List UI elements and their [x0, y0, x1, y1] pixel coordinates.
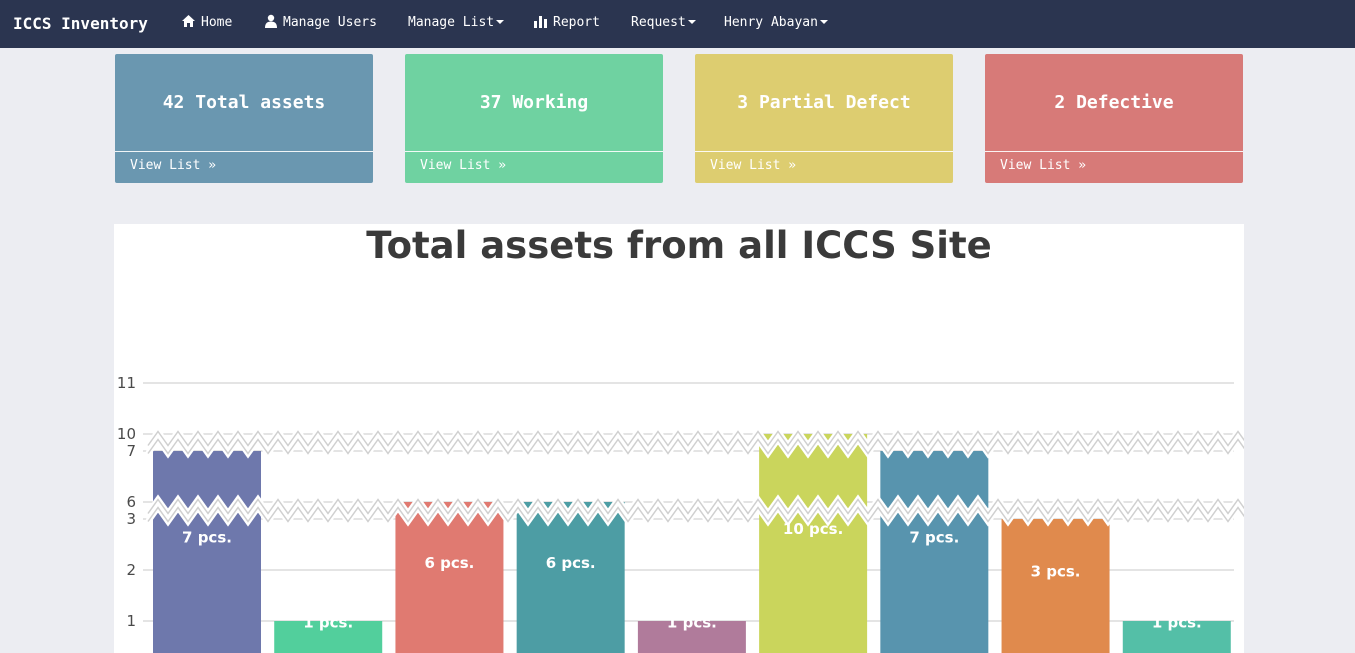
- chart-bar[interactable]: [395, 502, 504, 653]
- y-tick-label: 7: [126, 442, 136, 460]
- nav-report-label: Report: [553, 15, 600, 30]
- card-divider: [985, 151, 1243, 152]
- bar-data-label: 1 pcs.: [1152, 614, 1202, 632]
- card-defective: 2 Defective View List »: [985, 54, 1243, 183]
- y-tick-label: 2: [126, 561, 136, 579]
- home-icon: [182, 15, 195, 27]
- bar-data-label: 1 pcs.: [303, 614, 353, 632]
- card-working-view-list-link[interactable]: View List »: [420, 158, 507, 173]
- nav-manage-list-dropdown[interactable]: Manage List: [408, 0, 505, 46]
- card-working: 37 Working View List »: [405, 54, 663, 183]
- nav-request-label: Request: [631, 15, 686, 30]
- nav-manage-list-label: Manage List: [408, 15, 495, 30]
- caret-down-icon: [496, 20, 505, 24]
- card-divider: [695, 151, 953, 152]
- nav-report[interactable]: Report: [533, 0, 600, 46]
- card-partial-defect-title: 3 Partial Defect: [737, 92, 911, 113]
- nav-user-name: Henry Abayan: [724, 15, 818, 30]
- bar-data-label: 6 pcs.: [546, 554, 596, 572]
- chart-bar[interactable]: [274, 621, 383, 653]
- nav-home[interactable]: Home: [181, 0, 232, 46]
- card-total-assets-title: 42 Total assets: [162, 92, 326, 113]
- nav-manage-users-label: Manage Users: [283, 15, 377, 30]
- chart-bar[interactable]: [516, 502, 625, 653]
- card-working-title: 37 Working: [479, 92, 589, 113]
- bar-data-label: 7 pcs.: [182, 529, 232, 547]
- nav-request-dropdown[interactable]: Request: [631, 0, 696, 46]
- card-total-assets: 42 Total assets View List »: [115, 54, 373, 183]
- card-defective-view-list-link[interactable]: View List »: [1000, 158, 1087, 173]
- nav-user-menu-dropdown[interactable]: Henry Abayan: [724, 0, 828, 46]
- bar-data-label: 3 pcs.: [1031, 563, 1081, 581]
- y-tick-label: 6: [126, 493, 136, 511]
- axis-break-edge: [147, 498, 1244, 515]
- assets-bar-chart: 1 2 3 6 7 10 11 7 pcs. 1 pcs. 6 pcs. 6 pcs. 1 pcs. 1…: [114, 224, 1244, 653]
- card-total-assets-view-list-link[interactable]: View List »: [130, 158, 217, 173]
- y-tick-label: 11: [117, 374, 136, 392]
- chart-bar[interactable]: [637, 621, 746, 653]
- axis-break-edge: [147, 506, 1244, 523]
- caret-down-icon: [819, 20, 828, 24]
- chart-bar[interactable]: [759, 434, 868, 653]
- bar-data-label: 6 pcs.: [424, 554, 474, 572]
- caret-down-icon: [687, 20, 696, 24]
- bar-chart-icon: [534, 16, 547, 28]
- chart-bar[interactable]: [153, 451, 261, 653]
- user-icon: [265, 14, 277, 28]
- card-divider: [405, 151, 663, 152]
- y-tick-label: 3: [126, 510, 136, 528]
- bar-data-label: 7 pcs.: [909, 529, 959, 547]
- brand-logo[interactable]: ICCS Inventory: [13, 14, 148, 33]
- nav-home-label: Home: [201, 15, 233, 30]
- y-tick-label: 10: [117, 425, 136, 443]
- chart-bar[interactable]: [1122, 621, 1231, 653]
- top-navbar: ICCS Inventory Home Manage Users Manage …: [0, 0, 1355, 48]
- card-partial-defect: 3 Partial Defect View List »: [695, 54, 953, 183]
- axis-break-edge: [147, 438, 1244, 455]
- bar-data-label: 1 pcs.: [667, 614, 717, 632]
- chart-bar[interactable]: [1001, 519, 1110, 653]
- chart-canvas: 1 2 36 710 11 7 pcs. 1 pcs. 6 pcs. 6 pcs. 1 pcs. 1…: [117, 374, 1244, 653]
- chart-bar[interactable]: [880, 451, 989, 653]
- card-divider: [115, 151, 373, 152]
- card-partial-defect-view-list-link[interactable]: View List »: [710, 158, 797, 173]
- nav-manage-users[interactable]: Manage Users: [264, 0, 377, 46]
- chart-title: Total assets from all ICCS Site: [366, 224, 992, 267]
- bar-data-label: 10 pcs.: [783, 520, 843, 538]
- y-tick-label: 1: [126, 612, 136, 630]
- card-defective-title: 2 Defective: [1054, 92, 1174, 113]
- axis-break-edge: [147, 430, 1244, 447]
